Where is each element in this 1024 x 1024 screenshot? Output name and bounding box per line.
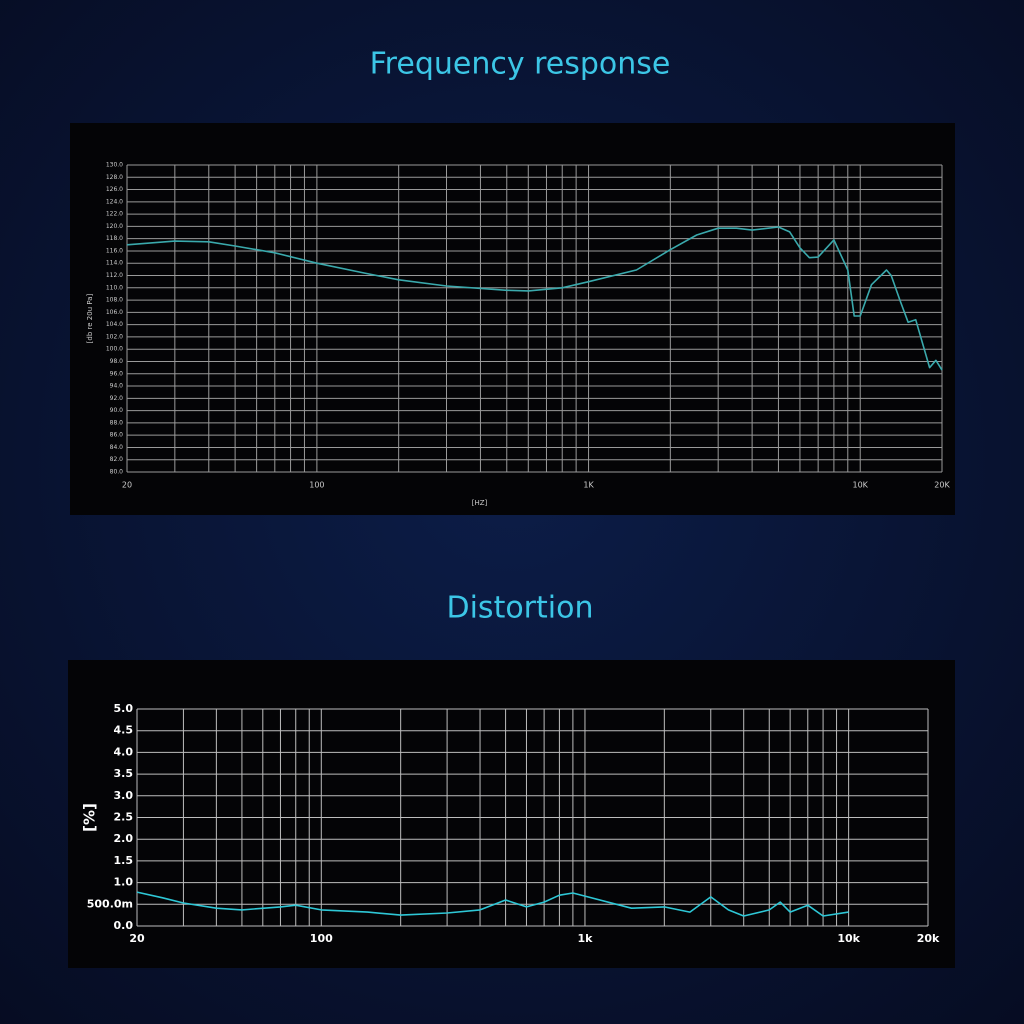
- y-tick-label: 500.0m: [87, 897, 133, 910]
- y-tick-label: 3.0: [114, 789, 134, 802]
- x-tick-label: 20: [122, 481, 132, 490]
- y-tick-label: 86.0: [110, 432, 124, 439]
- y-tick-label: 126.0: [106, 186, 123, 193]
- x-tick-label: 100: [310, 932, 333, 945]
- y-tick-label: 130.0: [106, 162, 123, 169]
- x-tick-label: 10K: [853, 481, 869, 490]
- y-tick-label: 0.0: [114, 919, 134, 932]
- y-tick-label: 1.5: [114, 854, 134, 867]
- y-tick-label: 2.0: [114, 832, 134, 845]
- y-tick-label: 102.0: [106, 333, 123, 340]
- y-axis-label: [db re 20u Pa]: [86, 293, 94, 343]
- x-tick-label: 1K: [583, 481, 594, 490]
- data-line: [126, 226, 943, 371]
- x-tick-label: 10k: [837, 932, 860, 945]
- y-tick-label: 114.0: [106, 260, 123, 267]
- y-tick-label: 94.0: [110, 383, 124, 390]
- y-tick-label: 122.0: [106, 211, 123, 218]
- chart-title: Frequency response: [370, 47, 671, 82]
- y-tick-label: 88.0: [110, 419, 124, 426]
- y-tick-label: 108.0: [106, 297, 123, 304]
- y-tick-label: 104.0: [106, 321, 123, 328]
- y-tick-label: 80.0: [110, 469, 124, 476]
- x-tick-label: 1k: [577, 932, 593, 945]
- chart-title: Distortion: [447, 591, 594, 626]
- y-tick-label: 106.0: [106, 309, 123, 316]
- y-tick-label: 112.0: [106, 272, 123, 279]
- data-line: [136, 891, 849, 917]
- y-axis-label: [%]: [81, 803, 99, 832]
- y-tick-label: 2.5: [114, 811, 134, 824]
- y-tick-label: 4.0: [114, 745, 134, 758]
- y-tick-label: 4.5: [114, 724, 134, 737]
- y-tick-label: 118.0: [106, 235, 123, 242]
- y-tick-label: 96.0: [110, 370, 124, 377]
- y-tick-label: 110.0: [106, 284, 123, 291]
- y-tick-label: 100.0: [106, 346, 123, 353]
- x-tick-label: 20K: [934, 481, 950, 490]
- y-tick-label: 82.0: [110, 456, 124, 463]
- y-tick-label: 116.0: [106, 247, 123, 254]
- y-tick-label: 1.0: [114, 876, 134, 889]
- y-tick-label: 5.0: [114, 702, 134, 715]
- y-tick-label: 92.0: [110, 395, 124, 402]
- y-tick-label: 124.0: [106, 198, 123, 205]
- y-tick-label: 120.0: [106, 223, 123, 230]
- x-axis-label: [HZ]: [472, 499, 488, 507]
- x-tick-label: 100: [309, 481, 324, 490]
- panel: [68, 660, 955, 968]
- x-tick-label: 20: [129, 932, 145, 945]
- y-tick-label: 3.5: [114, 767, 134, 780]
- panel: [70, 123, 955, 515]
- y-tick-label: 84.0: [110, 444, 124, 451]
- x-tick-label: 20k: [917, 932, 940, 945]
- y-tick-label: 128.0: [106, 174, 123, 181]
- y-tick-label: 90.0: [110, 407, 124, 414]
- y-tick-label: 98.0: [110, 358, 124, 365]
